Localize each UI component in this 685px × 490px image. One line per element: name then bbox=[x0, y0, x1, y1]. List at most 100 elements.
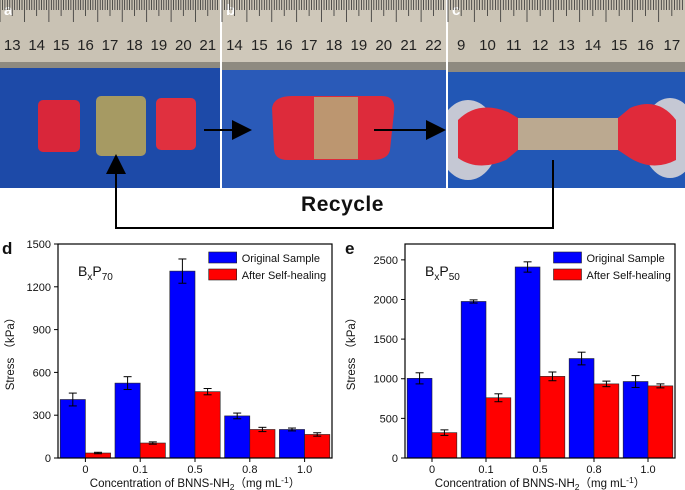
ruler-tick-label: 14 bbox=[584, 37, 601, 54]
ruler-tick-label: 19 bbox=[351, 37, 368, 54]
bar-healed bbox=[139, 442, 166, 459]
photo-c-letter: c bbox=[452, 2, 461, 19]
bar-healed bbox=[485, 397, 512, 459]
legend-swatch bbox=[208, 268, 237, 281]
y-tick-label: 1200 bbox=[27, 282, 51, 294]
x-title-part: （mg mL bbox=[580, 477, 627, 490]
ruler-tick-label: 18 bbox=[326, 37, 343, 54]
bar-healed bbox=[249, 429, 276, 459]
ruler-tick-label: 18 bbox=[126, 37, 143, 54]
x-tick-label: 1.0 bbox=[640, 464, 655, 476]
y-axis-title: Stress （kPa） bbox=[345, 312, 358, 391]
ruler-tick-label: 13 bbox=[558, 37, 575, 54]
x-title-superscript: -1 bbox=[281, 475, 289, 485]
ruler-tick-label: 11 bbox=[506, 37, 522, 54]
bar-original bbox=[169, 270, 196, 459]
x-tick-label: 1.0 bbox=[297, 464, 312, 476]
recycle-loop-arrow bbox=[106, 154, 554, 229]
y-tick-label: 1000 bbox=[374, 374, 398, 386]
recycle-arrows bbox=[106, 120, 554, 229]
y-tick-label: 900 bbox=[33, 325, 51, 337]
ruler-tick-label: 9 bbox=[457, 37, 465, 54]
ruler-labels: 13 14 15 16 17 18 19 20 21 14 15 16 17 18 19 20 21 22 9 10 1… bbox=[0, 0, 683, 54]
bar-original bbox=[460, 301, 487, 459]
panel-letter: d bbox=[2, 239, 12, 258]
annotation-subscript: 70 bbox=[102, 272, 114, 283]
y-tick-label: 2500 bbox=[374, 255, 398, 267]
ruler-tick-label: 14 bbox=[28, 37, 45, 54]
ruler-tick-label: 15 bbox=[611, 37, 628, 54]
ruler-tick-label: 20 bbox=[175, 37, 192, 54]
annotation-part: B bbox=[78, 263, 87, 279]
photo-panel-b: b bbox=[222, 0, 446, 188]
y-tick-label: 1500 bbox=[27, 239, 51, 251]
legend-label: Original Sample bbox=[587, 253, 665, 265]
x-axis-title: Concentration of BNNS-NH2（mg mL-1） bbox=[90, 475, 300, 490]
ruler-tick-label: 17 bbox=[102, 37, 119, 54]
ruler-tick-label: 14 bbox=[226, 37, 243, 54]
y-tick-label: 0 bbox=[45, 453, 51, 465]
chart-e-svg: e 0 500 1000 1500 2000 2500 0 0.1 0.5 0.8 1.0 Origin… bbox=[345, 239, 676, 490]
recycle-label: Recycle bbox=[301, 193, 384, 216]
ruler-tick-label: 17 bbox=[663, 37, 680, 54]
bar-original bbox=[406, 378, 433, 459]
ruler-tick-label: 22 bbox=[425, 37, 442, 54]
annotation-part: P bbox=[92, 263, 101, 279]
ruler-tick-label: 12 bbox=[532, 37, 549, 54]
annotation-subscript: 50 bbox=[449, 272, 461, 283]
bar-original bbox=[279, 429, 305, 459]
panel-letter: e bbox=[345, 239, 354, 258]
ruler-tick-label: 15 bbox=[53, 37, 70, 54]
photo-a-letter: a bbox=[4, 2, 13, 19]
x-title-part: （mg mL bbox=[235, 477, 282, 490]
x-tick-label: 0.8 bbox=[242, 464, 257, 476]
ruler-tick-label: 16 bbox=[276, 37, 293, 54]
composition-annotation: BxP50 bbox=[425, 263, 460, 283]
ruler-tick-label: 20 bbox=[375, 37, 392, 54]
chart-d-svg: d 0 300 600 900 1200 1500 0 0.1 0.5 0.8 1.0 Original… bbox=[2, 239, 333, 490]
x-tick-label: 0.5 bbox=[532, 464, 547, 476]
photo-b-image bbox=[222, 0, 446, 188]
legend-label: After Self-healing bbox=[587, 270, 671, 282]
legend-label: After Self-healing bbox=[242, 270, 326, 282]
annotation-subscript: x bbox=[87, 272, 92, 283]
x-title-subscript: 2 bbox=[230, 482, 235, 490]
x-tick-label: 0 bbox=[82, 464, 88, 476]
legend-swatch bbox=[553, 251, 582, 264]
x-tick-label: 0.1 bbox=[478, 464, 493, 476]
ruler-tick-label: 17 bbox=[301, 37, 318, 54]
y-tick-label: 1500 bbox=[374, 334, 398, 346]
x-title-part: Concentration of BNNS-NH bbox=[435, 478, 575, 490]
composition-annotation: BxP70 bbox=[78, 263, 113, 283]
x-tick-label: 0.8 bbox=[586, 464, 601, 476]
annotation-part: B bbox=[425, 263, 434, 279]
ruler-tick-label: 10 bbox=[479, 37, 496, 54]
bar-healed bbox=[431, 432, 458, 459]
y-tick-label: 0 bbox=[392, 453, 398, 465]
ruler-tick-label: 21 bbox=[199, 37, 216, 54]
plot-frame bbox=[404, 243, 676, 459]
chart-d: d 0 300 600 900 1200 1500 0 0.1 0.5 0.8 1.0 Original… bbox=[0, 236, 342, 490]
bar-healed bbox=[304, 434, 331, 459]
legend-swatch bbox=[208, 251, 237, 264]
bar-healed bbox=[593, 383, 620, 459]
ruler-tick-label: 16 bbox=[637, 37, 654, 54]
bar-original bbox=[59, 399, 86, 459]
bar-healed bbox=[539, 376, 566, 459]
plot-frame bbox=[57, 243, 333, 459]
y-axis-title: Stress （kPa） bbox=[4, 312, 17, 391]
x-title-part: ） bbox=[289, 477, 301, 490]
bar-healed bbox=[194, 391, 221, 459]
x-tick-label: 0.1 bbox=[133, 464, 148, 476]
annotation-subscript: x bbox=[434, 272, 439, 283]
x-title-part: ） bbox=[634, 477, 646, 490]
bar-original bbox=[622, 381, 649, 459]
x-axis-title: Concentration of BNNS-NH2（mg mL-1） bbox=[435, 475, 645, 490]
legend-swatch bbox=[553, 268, 582, 281]
bar-original bbox=[224, 415, 251, 459]
x-tick-label: 0.5 bbox=[187, 464, 202, 476]
ruler-tick-label: 21 bbox=[400, 37, 417, 54]
ruler-tick-label: 13 bbox=[4, 37, 21, 54]
y-tick-label: 300 bbox=[33, 410, 51, 422]
annotation-part: P bbox=[439, 263, 448, 279]
